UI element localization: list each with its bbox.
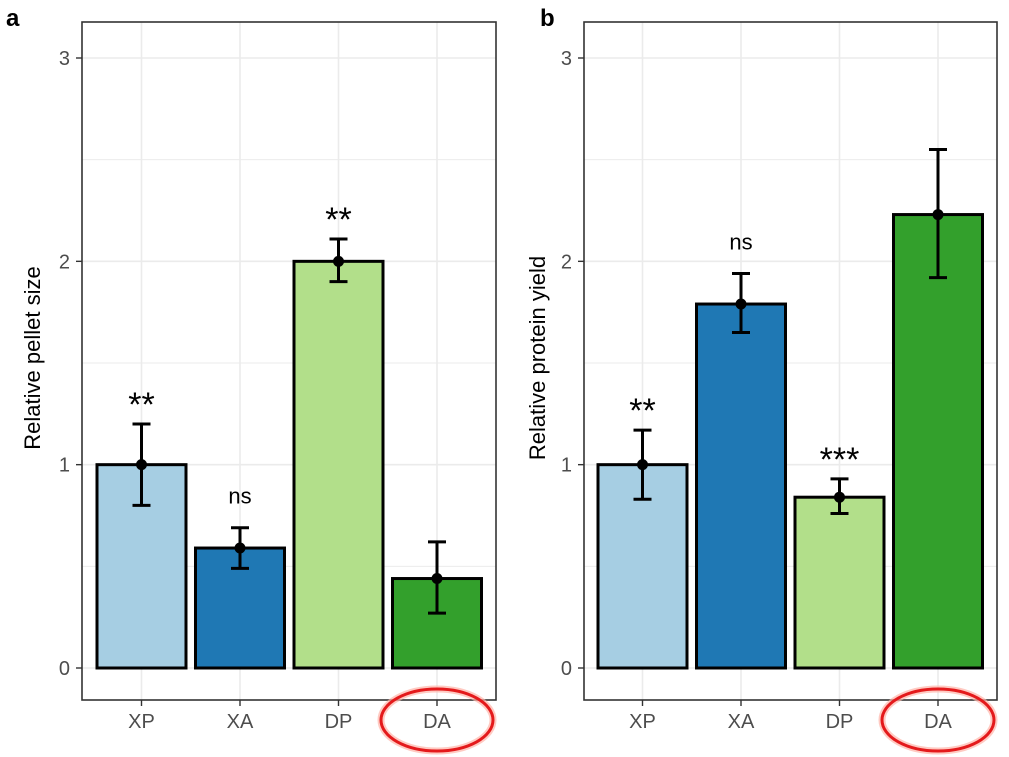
y-tick-label: 2 <box>59 251 70 273</box>
significance-label: ** <box>128 386 154 424</box>
y-tick-label: 0 <box>561 658 572 680</box>
significance-label: ** <box>325 201 351 239</box>
significance-label: ns <box>228 484 251 509</box>
x-tick-label-xp: XP <box>128 711 155 733</box>
y-tick-label: 1 <box>561 455 572 477</box>
x-tick-label-dp: DP <box>325 711 353 733</box>
mean-point <box>431 573 443 585</box>
panel-a: ** ns ** 0 1 2 3 XP XA DP DA Relative pellet size a <box>6 5 497 755</box>
bar-da <box>391 577 483 670</box>
panel-letter: b <box>540 5 555 32</box>
significance-label: ** <box>629 392 655 430</box>
mean-point <box>735 298 747 310</box>
y-tick-label: 3 <box>561 48 572 70</box>
x-tick-label-xp: XP <box>629 711 656 733</box>
bar-dp <box>793 495 886 670</box>
mean-point <box>932 209 944 221</box>
y-tick-label: 2 <box>561 251 572 273</box>
bar-da <box>892 213 984 670</box>
y-tick-label: 0 <box>59 658 70 680</box>
mean-point <box>333 255 344 267</box>
y-tick-label: 3 <box>59 48 70 70</box>
mean-point <box>834 491 845 503</box>
panel-b: ** ns *** 0 1 2 3 XP XA DP DA Relative protein yiel… <box>525 5 998 755</box>
x-tick-label-dp: DP <box>826 711 854 733</box>
mean-point <box>234 542 246 554</box>
plot-border <box>583 21 998 701</box>
significance-label: *** <box>820 441 860 479</box>
y-tick-label: 1 <box>59 455 70 477</box>
panel-letter: a <box>6 5 20 32</box>
mean-point <box>637 459 648 471</box>
significance-label: ns <box>729 230 752 255</box>
x-tick-label-xa: XA <box>227 711 254 733</box>
bar-dp <box>292 259 385 670</box>
x-tick-label-xa: XA <box>728 711 755 733</box>
highlight-circle <box>880 687 996 753</box>
bar-xa <box>695 302 787 670</box>
highlight-circle <box>379 687 495 753</box>
x-tick-label-da: DA <box>423 711 451 733</box>
y-axis-label: Relative protein yield <box>525 256 550 460</box>
x-tick-label-da: DA <box>924 711 952 733</box>
plot-border <box>81 21 497 701</box>
mean-point <box>136 459 147 471</box>
bar-xp <box>95 463 188 670</box>
y-axis-label: Relative pellet size <box>20 266 45 449</box>
